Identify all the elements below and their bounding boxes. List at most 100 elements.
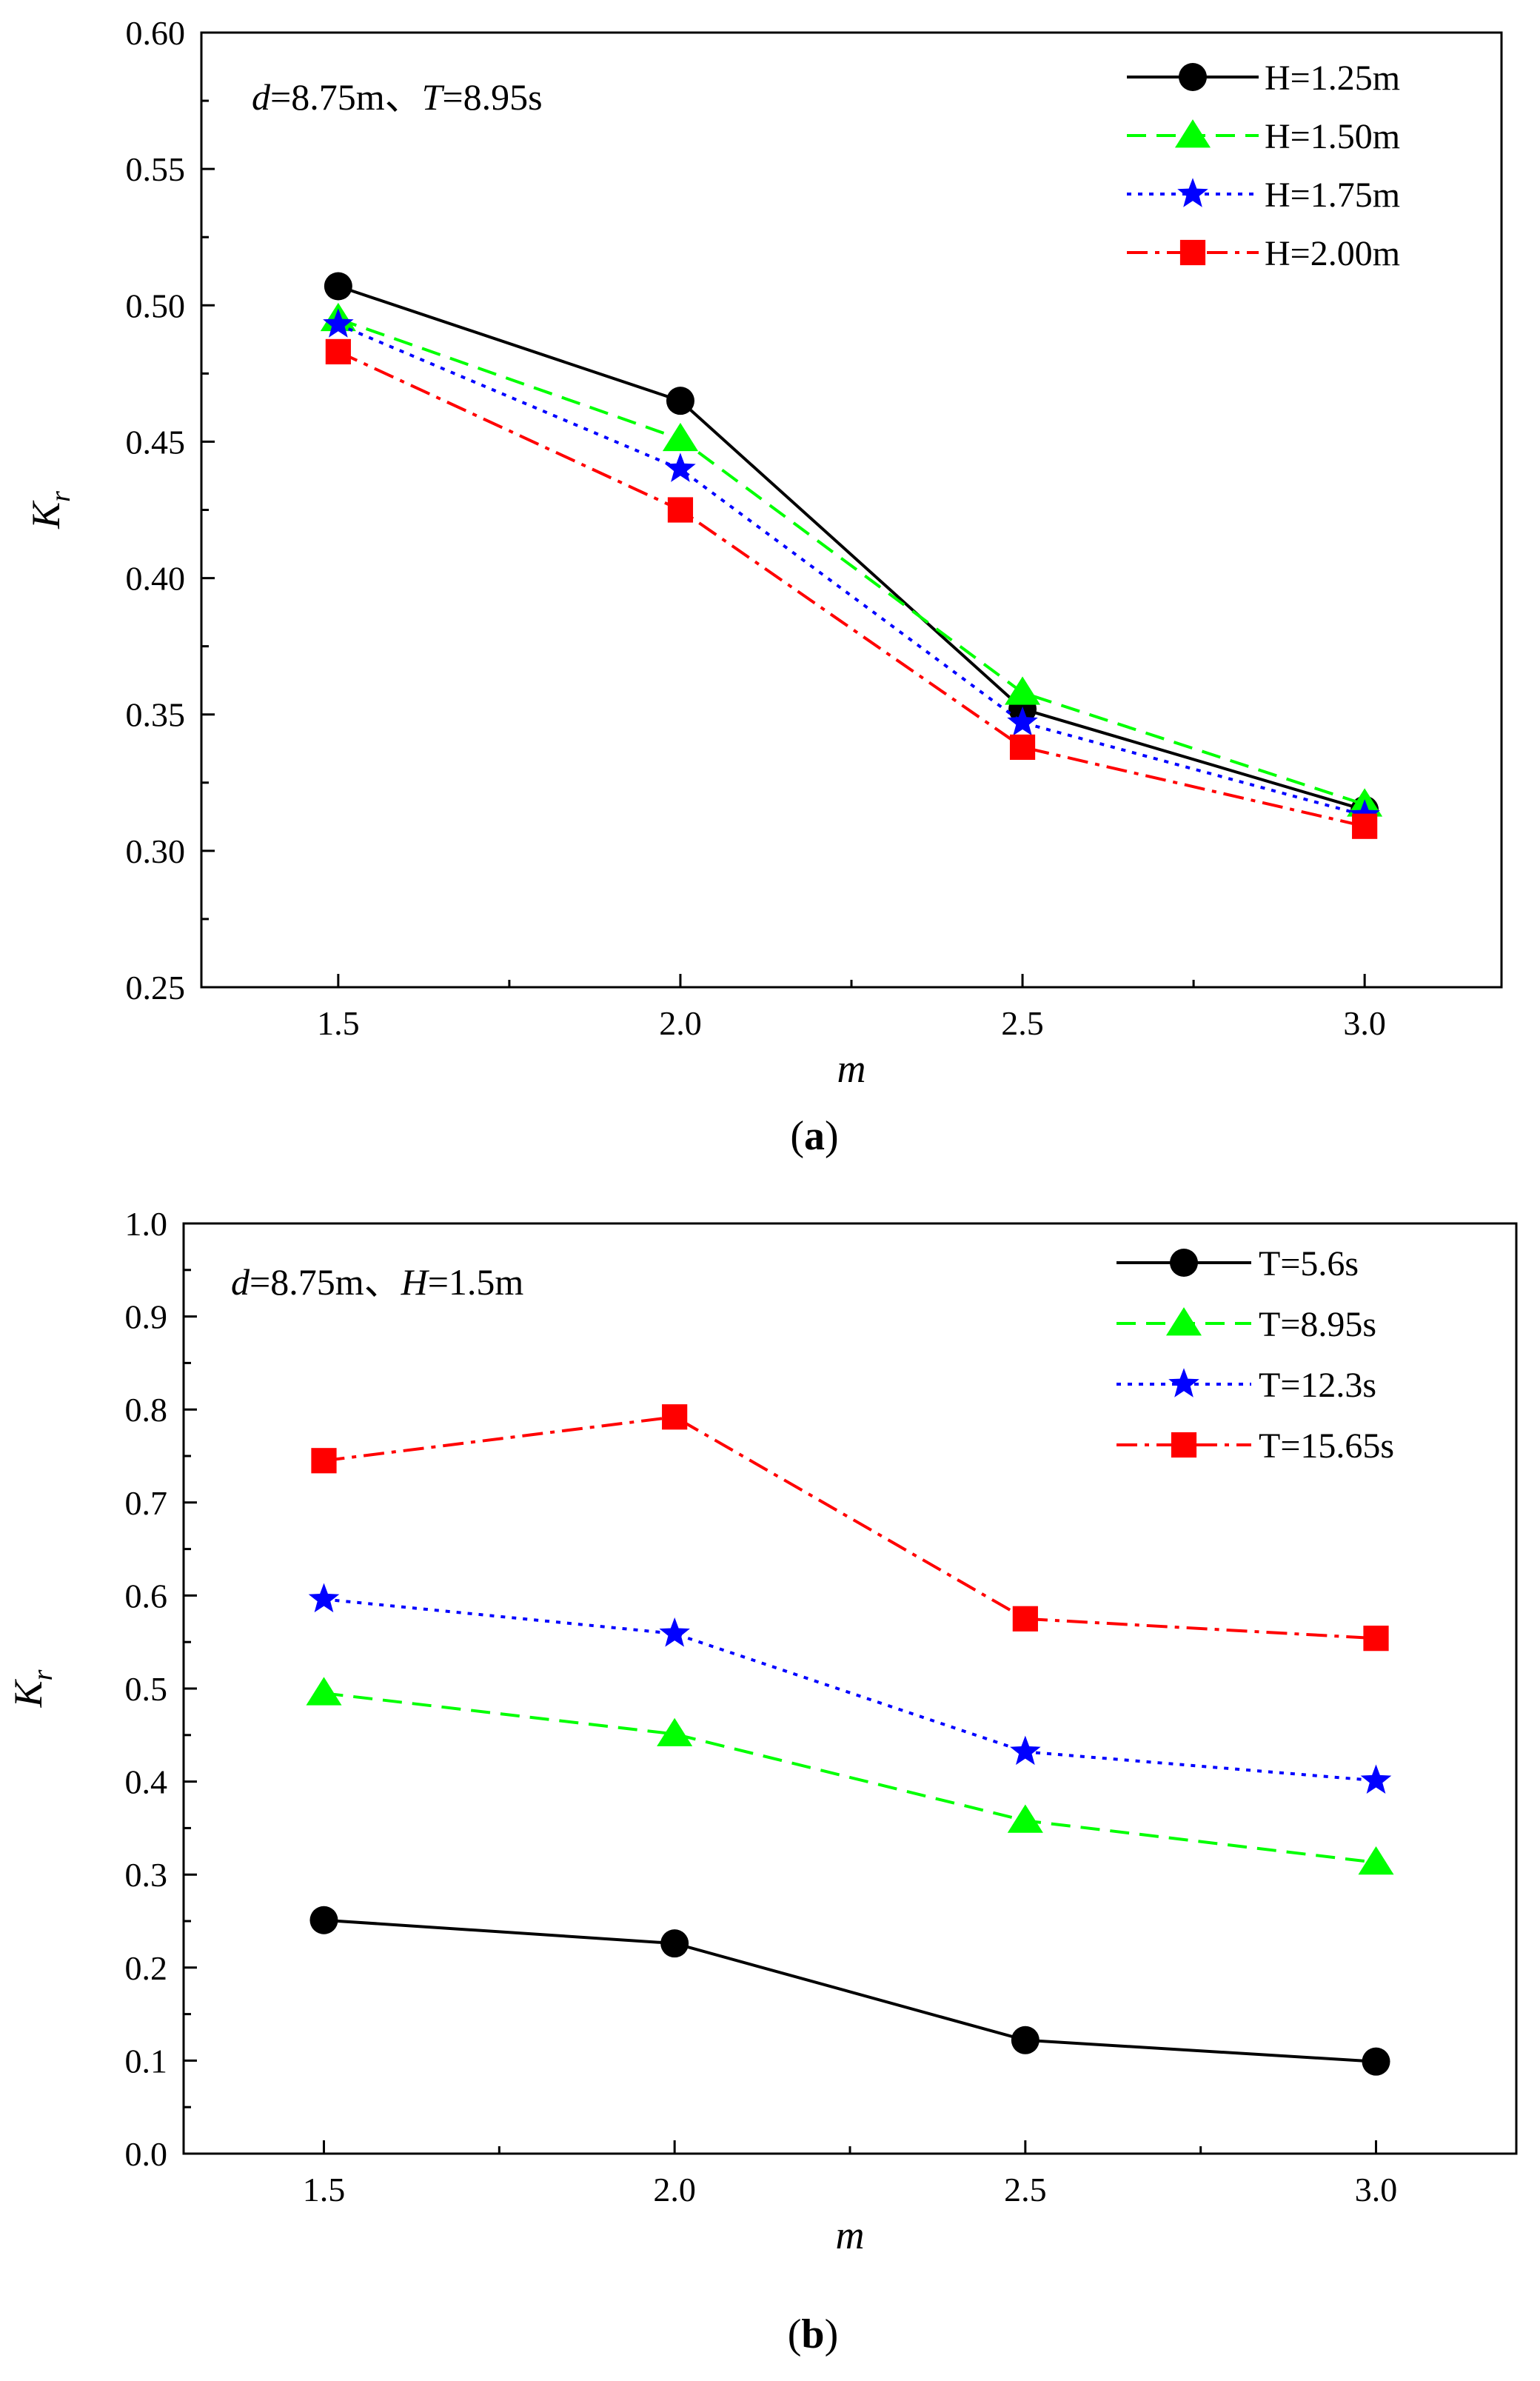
- data-point: [325, 338, 351, 364]
- series-line: [324, 1415, 1376, 1640]
- x-tick-label: 1.5: [303, 2171, 346, 2208]
- legend-marker: [1174, 119, 1211, 148]
- data-point: [1010, 1735, 1041, 1766]
- data-point: [1007, 706, 1038, 736]
- y-tick-label: 0.0: [125, 2135, 168, 2173]
- chart-panel-b: 1.5 2.0 2.5 3.0 0.0 0.1 0.2 0.3 0.4 0.5 0.6 0.7 0.8 0…: [6, 1205, 1518, 2357]
- data-point: [311, 1448, 337, 1474]
- data-point: [1362, 2047, 1390, 2076]
- y-tick-label: 0.45: [126, 423, 186, 461]
- x-tick-label: 2.5: [1001, 1004, 1044, 1042]
- data-point: [1007, 1804, 1043, 1833]
- data-point: [657, 1717, 693, 1746]
- data-point: [323, 308, 354, 338]
- series-line: [338, 323, 1365, 817]
- data-point: [1011, 2026, 1040, 2054]
- y-tick-label: 0.55: [126, 150, 186, 188]
- series-H=1.50m: [320, 302, 1383, 817]
- legend-marker: [1177, 178, 1208, 207]
- legend-marker: [1179, 239, 1206, 266]
- legend-marker: [1179, 63, 1207, 91]
- series-line: [337, 350, 1365, 828]
- series-T=5.6s: [309, 1906, 1390, 2076]
- y-tick-label: 0.6: [125, 1577, 168, 1614]
- y-tick-label: 1.0: [125, 1205, 168, 1243]
- data-point: [662, 1404, 688, 1430]
- data-point: [1005, 676, 1041, 705]
- y-tick-label: 0.1: [125, 2042, 168, 2080]
- x-tick-label: 3.0: [1343, 1004, 1386, 1042]
- legend-label: H=2.00m: [1265, 234, 1400, 273]
- y-tick-label: 0.2: [125, 1949, 168, 1987]
- x-tick-label: 1.5: [317, 1004, 360, 1042]
- data-point: [665, 453, 696, 482]
- series-line: [338, 284, 1365, 812]
- legend-label: H=1.75m: [1265, 176, 1400, 215]
- x-tick-label: 3.0: [1355, 2171, 1398, 2208]
- legend-label: T=5.6s: [1259, 1244, 1359, 1283]
- series-H=2.00m: [325, 338, 1378, 839]
- legend-marker: [1165, 1307, 1202, 1336]
- data-point: [659, 1617, 690, 1647]
- legend-label: H=1.25m: [1265, 59, 1400, 98]
- plot-frame: [182, 1222, 1518, 2155]
- condition-annotation: d=8.75m、T=8.95s: [252, 76, 543, 118]
- series-line: [324, 1918, 1376, 2063]
- data-point: [1358, 1846, 1394, 1875]
- series-H=1.75m: [323, 308, 1380, 829]
- legend-marker: [1168, 1368, 1199, 1397]
- y-tick-label: 0.30: [126, 832, 186, 870]
- series-T=12.3s: [308, 1583, 1392, 1794]
- series-H=1.25m: [324, 272, 1379, 824]
- series-line: [338, 317, 1365, 807]
- data-point: [1352, 813, 1378, 839]
- legend-label: H=1.50m: [1265, 117, 1400, 156]
- data-point: [306, 1677, 342, 1706]
- legend-marker: [1170, 1249, 1198, 1277]
- y-tick-label: 0.25: [126, 969, 186, 1006]
- data-point: [1360, 1764, 1392, 1794]
- legend-entry: T=5.6s: [1116, 1244, 1359, 1283]
- legend-entry: H=2.00m: [1127, 234, 1400, 273]
- legend-entry: H=1.50m: [1127, 117, 1400, 156]
- y-tick-label: 0.7: [125, 1484, 168, 1522]
- data-point: [667, 497, 694, 523]
- legend-entry: T=8.95s: [1116, 1305, 1376, 1344]
- data-point: [1009, 734, 1036, 761]
- data-point: [1012, 1606, 1038, 1632]
- y-tick-label: 0.40: [126, 560, 186, 598]
- x-axis-label: m: [836, 2213, 865, 2257]
- legend-label: T=12.3s: [1259, 1366, 1376, 1405]
- data-point: [666, 387, 694, 415]
- y-tick-label: 0.8: [125, 1391, 168, 1429]
- y-tick-label: 0.5: [125, 1670, 168, 1708]
- series-line: [324, 1692, 1376, 1864]
- data-point: [309, 1906, 338, 1934]
- panel-caption: (b): [788, 2311, 838, 2357]
- series-line: [324, 1597, 1376, 1783]
- legend-marker: [1171, 1432, 1197, 1458]
- series-T=8.95s: [306, 1677, 1394, 1875]
- data-point: [660, 1929, 689, 1958]
- x-axis-label: m: [837, 1046, 866, 1091]
- legend-label: T=8.95s: [1259, 1305, 1376, 1344]
- x-tick-label: 2.0: [653, 2171, 696, 2208]
- y-tick-label: 0.3: [125, 1856, 168, 1894]
- data-point: [1363, 1626, 1389, 1652]
- condition-annotation: d=8.75m、H=1.5m: [231, 1261, 523, 1303]
- y-tick-label: 0.9: [125, 1298, 168, 1336]
- panel-caption: (a): [790, 1113, 838, 1159]
- series-T=15.65s: [311, 1404, 1389, 1652]
- y-axis-label: Kr: [24, 491, 76, 530]
- y-tick-label: 0.50: [126, 287, 186, 324]
- y-tick-label: 0.60: [126, 14, 186, 52]
- x-tick-label: 2.0: [659, 1004, 702, 1042]
- legend-entry: T=12.3s: [1116, 1366, 1376, 1405]
- legend-entry: T=15.65s: [1116, 1426, 1394, 1466]
- y-axis-label: Kr: [6, 1669, 58, 1708]
- data-point: [324, 272, 352, 301]
- x-tick-label: 2.5: [1004, 2171, 1047, 2208]
- data-point: [662, 422, 698, 452]
- legend-entry: H=1.25m: [1127, 59, 1400, 98]
